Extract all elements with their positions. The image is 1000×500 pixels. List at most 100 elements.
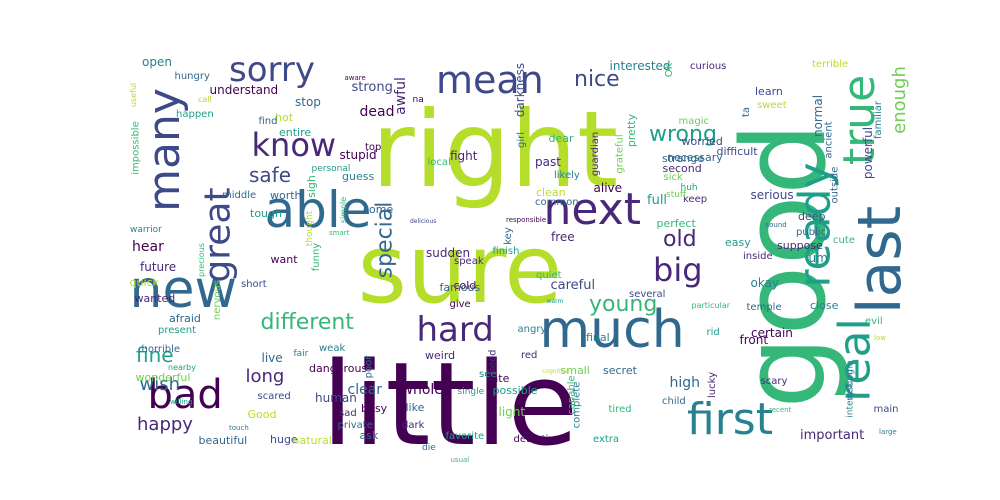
cloud-word: wrong [649, 122, 717, 147]
cloud-word: private [337, 420, 373, 431]
cloud-word: scary [760, 376, 788, 387]
cloud-word: precious [196, 243, 206, 277]
cloud-word: old [663, 227, 697, 252]
cloud-word: second [662, 161, 702, 175]
cloud-word: capable [566, 375, 578, 415]
cloud-word: hungry [174, 71, 210, 82]
cloud-word: terrible [812, 59, 849, 70]
cloud-word: possible [492, 383, 538, 397]
cloud-word: serious [750, 188, 794, 202]
cloud-word: magic [678, 116, 710, 127]
cloud-word: fine [136, 343, 174, 367]
cloud-word: middle [222, 190, 257, 201]
cloud-word: top [365, 142, 382, 153]
cloud-word: several [629, 289, 666, 300]
cloud-word: weak [319, 343, 346, 354]
cloud-word: stuff [666, 189, 687, 200]
cloud-word: know [251, 126, 337, 164]
cloud-word: key [502, 227, 514, 245]
cloud-word: dark [402, 420, 425, 431]
cloud-word: sweet [757, 100, 787, 111]
cloud-word: pretty [624, 113, 638, 147]
cloud-word: Good [247, 407, 277, 421]
cloud-word: busy [361, 401, 388, 415]
cloud-word: easy [725, 235, 751, 249]
cloud-word: likely [554, 170, 580, 181]
cloud-word: touch [229, 423, 249, 432]
cloud-word: curious [690, 61, 727, 72]
cloud-word: large [879, 427, 897, 436]
cloud-word: huge [270, 432, 298, 446]
cloud-word: weird [425, 348, 456, 362]
cloud-word: come [363, 202, 394, 216]
cloud-word: inside [743, 251, 773, 262]
cloud-word: tough [250, 206, 282, 220]
cloud-word: ancient [823, 121, 835, 159]
cloud-word: mean [436, 58, 544, 102]
cloud-word: stop [295, 95, 321, 109]
cloud-word: sound [765, 220, 787, 229]
cloud-word: hot [275, 110, 294, 124]
cloud-word: angry [517, 324, 547, 335]
cloud-word: wanted [134, 291, 176, 305]
cloud-word: okay [750, 276, 780, 290]
cloud-word: first [687, 394, 773, 445]
cloud-word: free [551, 230, 575, 244]
cloud-word: poor [362, 355, 374, 379]
cloud-word: fight [450, 149, 478, 163]
cloud-word: um [808, 251, 828, 265]
cloud-word: human [315, 391, 357, 405]
cloud-word: dangerous [309, 361, 368, 375]
cloud-word: red [521, 350, 538, 361]
cloud-word: dear [548, 131, 574, 145]
cloud-word: temple [746, 302, 782, 313]
cloud-word: finish [492, 246, 520, 257]
cloud-word: important [800, 427, 865, 443]
cloud-word: cognitive [542, 368, 570, 375]
cloud-word: perfect [656, 216, 696, 230]
cloud-word: whole [401, 382, 443, 398]
cloud-word: suppose [777, 238, 823, 252]
cloud-word: huh [680, 182, 698, 193]
cloud-word: safe [249, 163, 292, 187]
cloud-word: small [560, 363, 590, 377]
cloud-word: sigh [304, 174, 318, 198]
cloud-word: willing [170, 397, 193, 406]
cloud-word: long [245, 366, 285, 387]
cloud-word: girl [516, 131, 528, 149]
cloud-word: see [479, 369, 497, 380]
cloud-word: many [138, 88, 190, 212]
cloud-word: usual [450, 455, 470, 464]
cloud-word: simple [339, 196, 349, 224]
cloud-word: open [142, 55, 172, 69]
cloud-word: necessary [667, 150, 723, 164]
cloud-word: alive [593, 181, 623, 195]
cloud-word: scared [257, 391, 291, 402]
cloud-word: full [647, 192, 668, 208]
cloud-word: clear [347, 382, 383, 398]
cloud-word: stupid [339, 148, 377, 162]
cloud-word: understand [209, 83, 279, 97]
cloud-word: smart [329, 228, 350, 237]
cloud-word: wonderful [135, 370, 191, 384]
cloud-word: rid [706, 327, 720, 338]
cloud-word: nearby [168, 363, 196, 372]
cloud-word: famous [439, 280, 481, 294]
cloud-word: guess [342, 169, 375, 183]
cloud-word: tired [608, 404, 632, 415]
cloud-word: young [589, 292, 658, 317]
cloud-word: main [873, 404, 899, 415]
cloud-word: light [498, 405, 526, 419]
cloud-word: nervous [212, 279, 224, 321]
cloud-word: awful [392, 77, 409, 115]
cloud-word: want [270, 252, 298, 266]
cloud-word: quiet [536, 270, 562, 281]
cloud-word: high [669, 375, 701, 391]
cloud-word: worth [270, 188, 302, 202]
cloud-word: OK [664, 62, 676, 78]
cloud-word: different [260, 310, 354, 335]
cloud-word: ask [359, 428, 379, 442]
cloud-word: public [796, 227, 827, 238]
cloud-word: present [158, 325, 197, 336]
cloud-word: late [488, 371, 510, 385]
